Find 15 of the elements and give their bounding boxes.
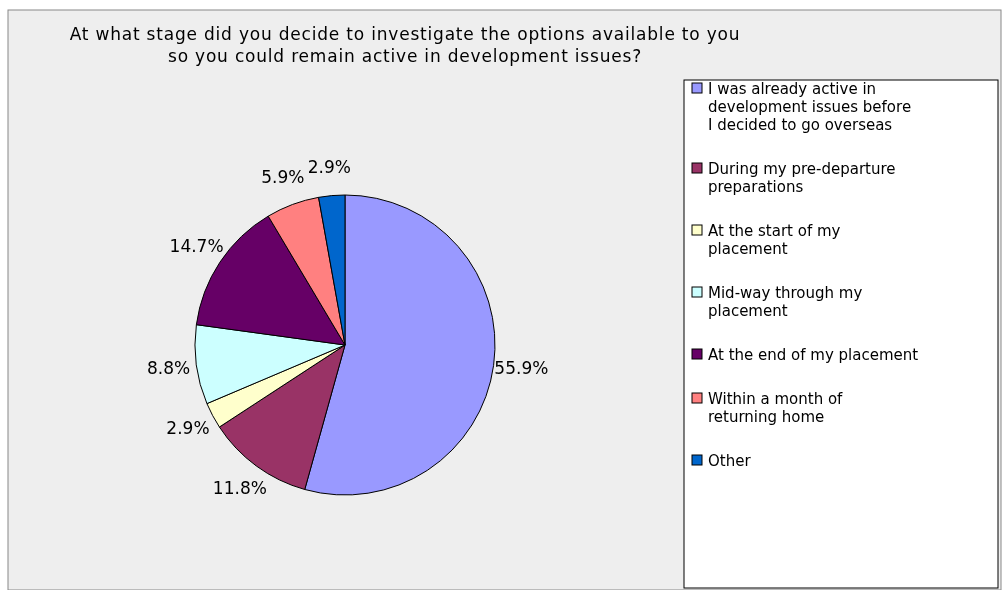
legend-label: During my pre-departure preparations (708, 160, 896, 196)
legend-label: Other (708, 452, 752, 470)
legend-label: Mid-way through my placement (708, 284, 863, 320)
chart-title: At what stage did you decide to investigate the options available to you so you could remain active in development issues? (69, 24, 741, 66)
data-label: 5.9% (261, 167, 305, 188)
data-label: 2.9% (307, 156, 351, 177)
data-label: 8.8% (146, 357, 191, 378)
data-label: 14.7% (169, 235, 224, 256)
data-label: 2.9% (166, 417, 210, 438)
legend-label: I was already active in development issues before I decided to go overseas (708, 80, 912, 134)
legend-label: At the start of my placement (708, 222, 841, 258)
legend-label: At the end of my placement (708, 346, 919, 364)
data-label: 11.8% (212, 477, 267, 498)
legend-label: Within a month of returning home (708, 390, 844, 426)
data-label: 55.9% (494, 358, 549, 379)
